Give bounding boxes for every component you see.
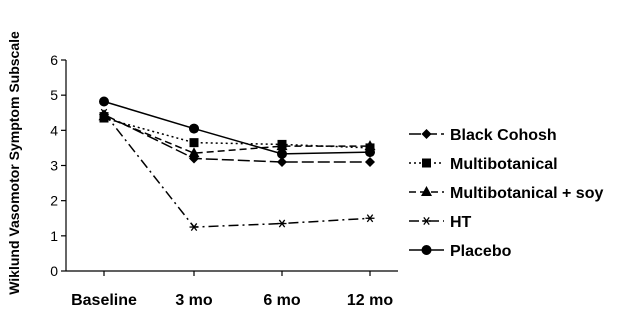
series-line <box>103 113 370 163</box>
data-point <box>99 96 109 107</box>
data-point <box>365 147 375 158</box>
data-point <box>276 140 288 151</box>
y-tick-label: 5 <box>50 87 58 103</box>
legend-label: HT <box>450 214 472 231</box>
data-point <box>98 110 110 121</box>
data-point <box>277 156 287 167</box>
series-line <box>103 117 371 149</box>
y-tick-label: 6 <box>50 52 58 68</box>
legend-marker <box>421 245 432 255</box>
series-line <box>103 115 370 154</box>
y-tick-label: 1 <box>50 228 58 244</box>
data-point <box>365 214 375 223</box>
legend-marker <box>422 217 431 225</box>
x-tick-label: 12 mo <box>347 292 393 309</box>
y-tick-label: 3 <box>50 158 58 174</box>
data-point <box>189 123 199 134</box>
x-tick-label: Baseline <box>71 292 137 309</box>
legend-marker <box>421 186 432 196</box>
y-tick-label: 0 <box>50 263 58 279</box>
x-tick-label: 3 mo <box>175 292 213 309</box>
data-point <box>364 140 376 151</box>
data-point <box>189 138 199 148</box>
data-point <box>189 223 199 232</box>
data-point <box>99 108 109 117</box>
legend-label: Multibotanical + soy <box>450 185 603 202</box>
series-line <box>103 112 371 228</box>
legend-label: Black Cohosh <box>450 127 557 144</box>
data-point <box>277 148 287 159</box>
data-point <box>188 147 200 158</box>
legend-marker <box>421 129 432 139</box>
series-line <box>103 100 371 155</box>
axes: 0 1 2 3 4 5 6 Baseline 3 mo 6 mo 12 mo <box>50 52 398 309</box>
x-tick-label: 6 mo <box>263 292 301 309</box>
legend: Black Cohosh Multibotanical Multibotanical… <box>409 127 603 260</box>
y-tick-label: 4 <box>50 122 58 138</box>
legend-marker <box>422 158 431 168</box>
data-point <box>365 156 375 167</box>
legend-label: Placebo <box>450 243 512 260</box>
series-layer <box>98 96 376 232</box>
data-point <box>277 219 287 228</box>
legend-label: Multibotanical <box>450 156 558 173</box>
y-tick-label: 2 <box>50 193 58 209</box>
y-axis-title: Wiklund Vasomotor Symptom Subscale <box>6 31 22 295</box>
